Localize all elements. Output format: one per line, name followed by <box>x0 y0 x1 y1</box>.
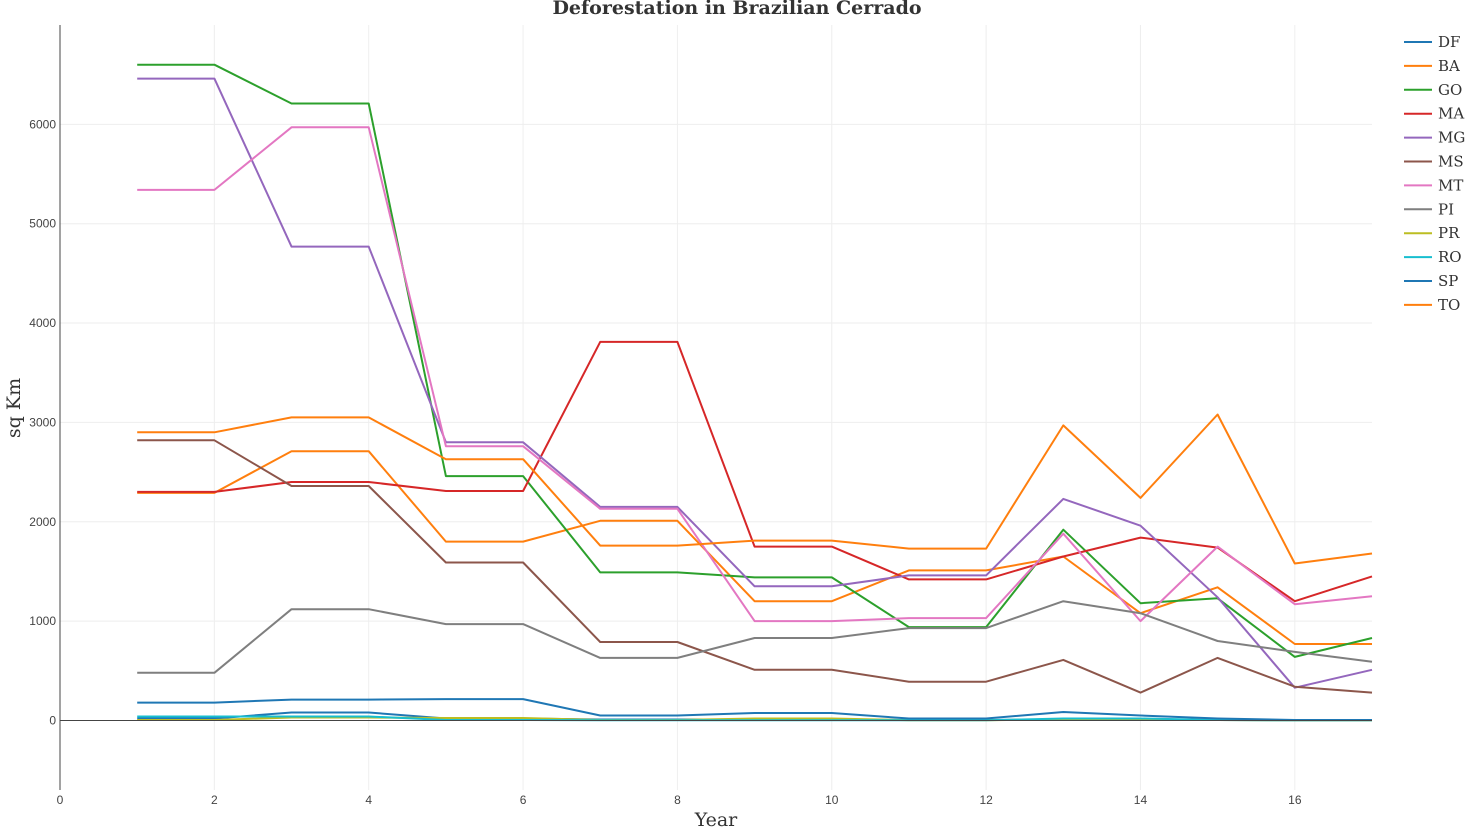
y-tick-label: 0 <box>49 713 56 727</box>
y-tick-label: 2000 <box>29 515 56 529</box>
x-tick-label: 6 <box>520 793 527 807</box>
x-tick-label: 10 <box>825 793 839 807</box>
legend-label: PR <box>1438 224 1460 242</box>
x-tick-label: 2 <box>211 793 218 807</box>
legend-item-ma[interactable]: MA <box>1404 105 1464 123</box>
legend-item-mt[interactable]: MT <box>1404 176 1463 194</box>
y-tick-label: 3000 <box>29 415 56 429</box>
series-line-pi <box>137 600 1373 674</box>
series-line-ba <box>137 450 1372 645</box>
series-line-mt <box>137 126 1373 623</box>
x-tick-label: 16 <box>1288 793 1302 807</box>
legend-label: BA <box>1438 57 1460 75</box>
legend: DF BA GO MA MG MS MT PI PR RO SP TO <box>1404 33 1465 314</box>
x-tick-label: 14 <box>1134 793 1148 807</box>
series-line-mg <box>137 77 1373 689</box>
legend-label: MG <box>1438 129 1465 147</box>
legend-item-ba[interactable]: BA <box>1404 57 1460 75</box>
legend-label: RO <box>1438 248 1462 266</box>
y-tick-label: 4000 <box>29 316 56 330</box>
legend-label: TO <box>1438 296 1460 314</box>
x-tick-label: 12 <box>979 793 993 807</box>
y-tick-label: 1000 <box>29 614 56 628</box>
series-line-ms <box>137 439 1373 694</box>
legend-item-pr[interactable]: PR <box>1404 224 1460 242</box>
legend-label: MS <box>1438 153 1464 171</box>
series-line-sp <box>137 698 1372 721</box>
legend-label: GO <box>1438 81 1462 99</box>
legend-item-df[interactable]: DF <box>1404 33 1460 51</box>
y-axis-title: sq Km <box>3 378 25 438</box>
legend-item-ro[interactable]: RO <box>1404 248 1462 266</box>
chart-title: Deforestation in Brazilian Cerrado <box>552 0 921 19</box>
series-line-to <box>137 413 1373 565</box>
legend-label: SP <box>1438 272 1458 290</box>
series-line-ma <box>137 340 1373 603</box>
series-lines <box>137 63 1373 722</box>
legend-label: DF <box>1438 33 1460 51</box>
x-tick-label: 4 <box>365 793 372 807</box>
series-line-go <box>137 63 1373 658</box>
legend-label: PI <box>1438 200 1454 218</box>
x-tick-label: 8 <box>674 793 681 807</box>
legend-item-go[interactable]: GO <box>1404 81 1462 99</box>
x-axis-title: Year <box>694 809 738 831</box>
legend-item-mg[interactable]: MG <box>1404 129 1465 147</box>
y-tick-label: 6000 <box>29 117 56 131</box>
legend-label: MT <box>1438 176 1463 194</box>
axes <box>59 25 1372 790</box>
legend-item-to[interactable]: TO <box>1404 296 1460 314</box>
x-tick-label: 0 <box>57 793 64 807</box>
legend-item-sp[interactable]: SP <box>1404 272 1458 290</box>
legend-item-pi[interactable]: PI <box>1404 200 1454 218</box>
gridlines <box>60 25 1372 790</box>
y-tick-label: 5000 <box>29 217 56 231</box>
tick-labels: 0 2 4 6 8 10 12 14 16 0 1000 2000 3000 4000 5000 6000 <box>29 117 1302 807</box>
legend-item-ms[interactable]: MS <box>1404 153 1464 171</box>
legend-label: MA <box>1438 105 1464 123</box>
